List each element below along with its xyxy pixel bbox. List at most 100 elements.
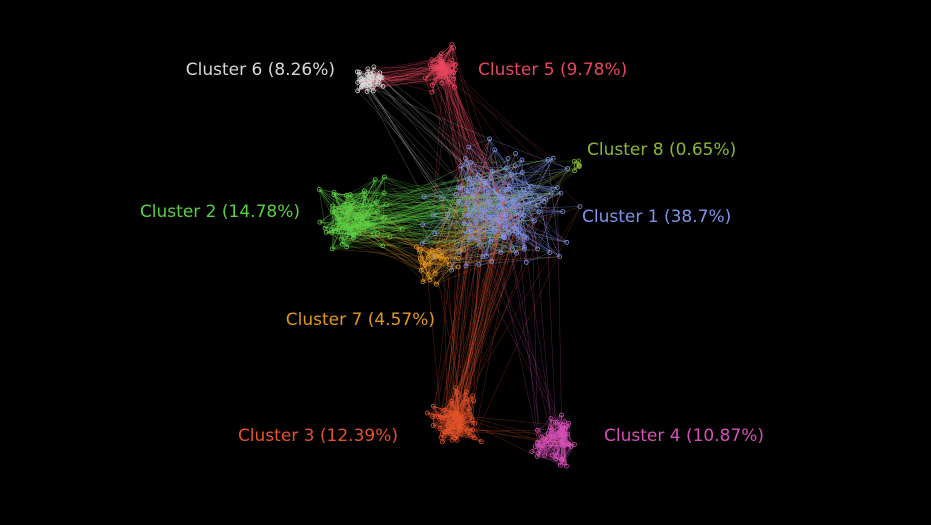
node (437, 73, 443, 79)
edge (319, 221, 433, 251)
node (445, 423, 451, 428)
edge (350, 194, 503, 199)
edge (432, 214, 465, 224)
edge (519, 229, 567, 243)
edge (537, 193, 562, 249)
edge (358, 227, 365, 231)
node (508, 171, 514, 177)
edge (335, 194, 351, 231)
node (399, 226, 405, 232)
node (420, 279, 426, 285)
edge (325, 216, 477, 229)
edge (373, 232, 517, 235)
edge (537, 414, 562, 431)
edge (432, 400, 474, 417)
edge (433, 425, 441, 429)
node (468, 160, 474, 165)
node (521, 246, 527, 252)
edge (364, 190, 458, 204)
edge (435, 266, 459, 274)
node (453, 385, 459, 391)
edge (332, 178, 470, 213)
node (446, 79, 452, 85)
edge (489, 165, 580, 202)
node (434, 57, 440, 62)
edge (332, 205, 430, 253)
edge (465, 158, 538, 206)
node (519, 157, 525, 163)
edge (430, 53, 442, 65)
edge (372, 172, 523, 225)
node (371, 231, 377, 237)
edge (389, 236, 550, 253)
edge (445, 225, 471, 432)
node (464, 427, 470, 433)
edge (474, 198, 546, 211)
node (557, 254, 563, 260)
node (496, 194, 502, 199)
edge (441, 149, 495, 257)
edge (441, 198, 459, 259)
edge (451, 232, 517, 402)
edge (331, 162, 471, 233)
node (474, 228, 480, 234)
edge (371, 68, 439, 82)
edge (468, 178, 471, 232)
node (371, 64, 377, 70)
node (430, 414, 435, 419)
node (485, 199, 490, 205)
edge (432, 138, 490, 426)
edge (432, 214, 505, 239)
edge (319, 189, 326, 229)
node (344, 232, 350, 238)
node (577, 204, 583, 210)
node (554, 453, 560, 458)
node (454, 191, 460, 197)
edge (469, 158, 509, 435)
edge (342, 159, 523, 245)
node (488, 175, 494, 181)
edge (349, 182, 487, 210)
edge (351, 203, 540, 212)
node (342, 222, 348, 228)
edge (379, 76, 471, 163)
node (469, 185, 475, 191)
edge (440, 68, 525, 248)
edge (347, 159, 548, 205)
edge (448, 174, 512, 431)
edge (537, 418, 552, 431)
edge (458, 255, 487, 259)
edge (444, 179, 468, 417)
edge (448, 66, 455, 88)
edge (445, 77, 554, 159)
node (542, 452, 548, 458)
node (469, 417, 475, 423)
edge (360, 79, 434, 216)
edge (445, 400, 474, 432)
edge (384, 192, 501, 199)
edge (467, 171, 493, 232)
edge (454, 87, 506, 209)
edge (489, 138, 568, 169)
edge (452, 214, 503, 428)
edge (427, 229, 484, 275)
edge (379, 76, 442, 84)
edge (541, 436, 562, 460)
node (561, 437, 566, 443)
edge (350, 178, 468, 195)
edge (342, 227, 344, 245)
edge (439, 250, 459, 259)
edge (429, 279, 437, 285)
edge (347, 204, 521, 214)
node (317, 219, 323, 225)
node (565, 441, 571, 447)
node (558, 190, 564, 196)
node (484, 215, 490, 221)
edge (373, 66, 439, 70)
edge (555, 415, 562, 459)
edge (475, 221, 563, 426)
edge (354, 192, 489, 235)
node (432, 254, 438, 260)
edge (537, 454, 545, 457)
edge (361, 86, 477, 241)
